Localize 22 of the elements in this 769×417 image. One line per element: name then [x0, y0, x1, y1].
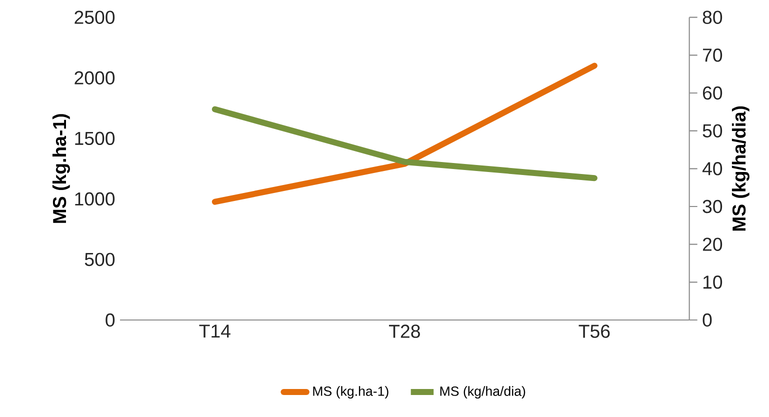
y-tick-label: 1500 [75, 132, 115, 146]
x-tick-label: T28 [389, 324, 420, 338]
y2-tick-label: 60 [702, 86, 722, 100]
y-tick-label: 0 [106, 313, 115, 327]
legend-label: MS (kg.ha-1) [313, 386, 388, 399]
y2-tick-label: 80 [702, 10, 722, 24]
y-tick-label: 2000 [74, 71, 115, 84]
legend-label: MS (kg/ha/dia) [440, 386, 526, 399]
y2-tick-label: 10 [703, 276, 722, 289]
y-axis-title: MS (kg.ha-1) [52, 114, 70, 223]
y2-tick-label: 50 [702, 124, 722, 138]
y2-tick-label: 70 [703, 48, 722, 62]
x-tick-label: T56 [578, 324, 610, 338]
y-tick-label: 500 [84, 252, 115, 266]
y2-tick-label: 40 [702, 162, 722, 176]
x-tick-label: T14 [199, 324, 230, 338]
y2-axis-title: MS (kg/ha/dia) [732, 106, 750, 231]
y-tick-label: 2500 [74, 10, 115, 24]
y2-tick-label: 30 [702, 200, 722, 214]
y2-tick-label: 20 [702, 238, 722, 251]
y-tick-label: 1000 [75, 192, 115, 206]
y2-tick-label: 0 [702, 313, 712, 327]
